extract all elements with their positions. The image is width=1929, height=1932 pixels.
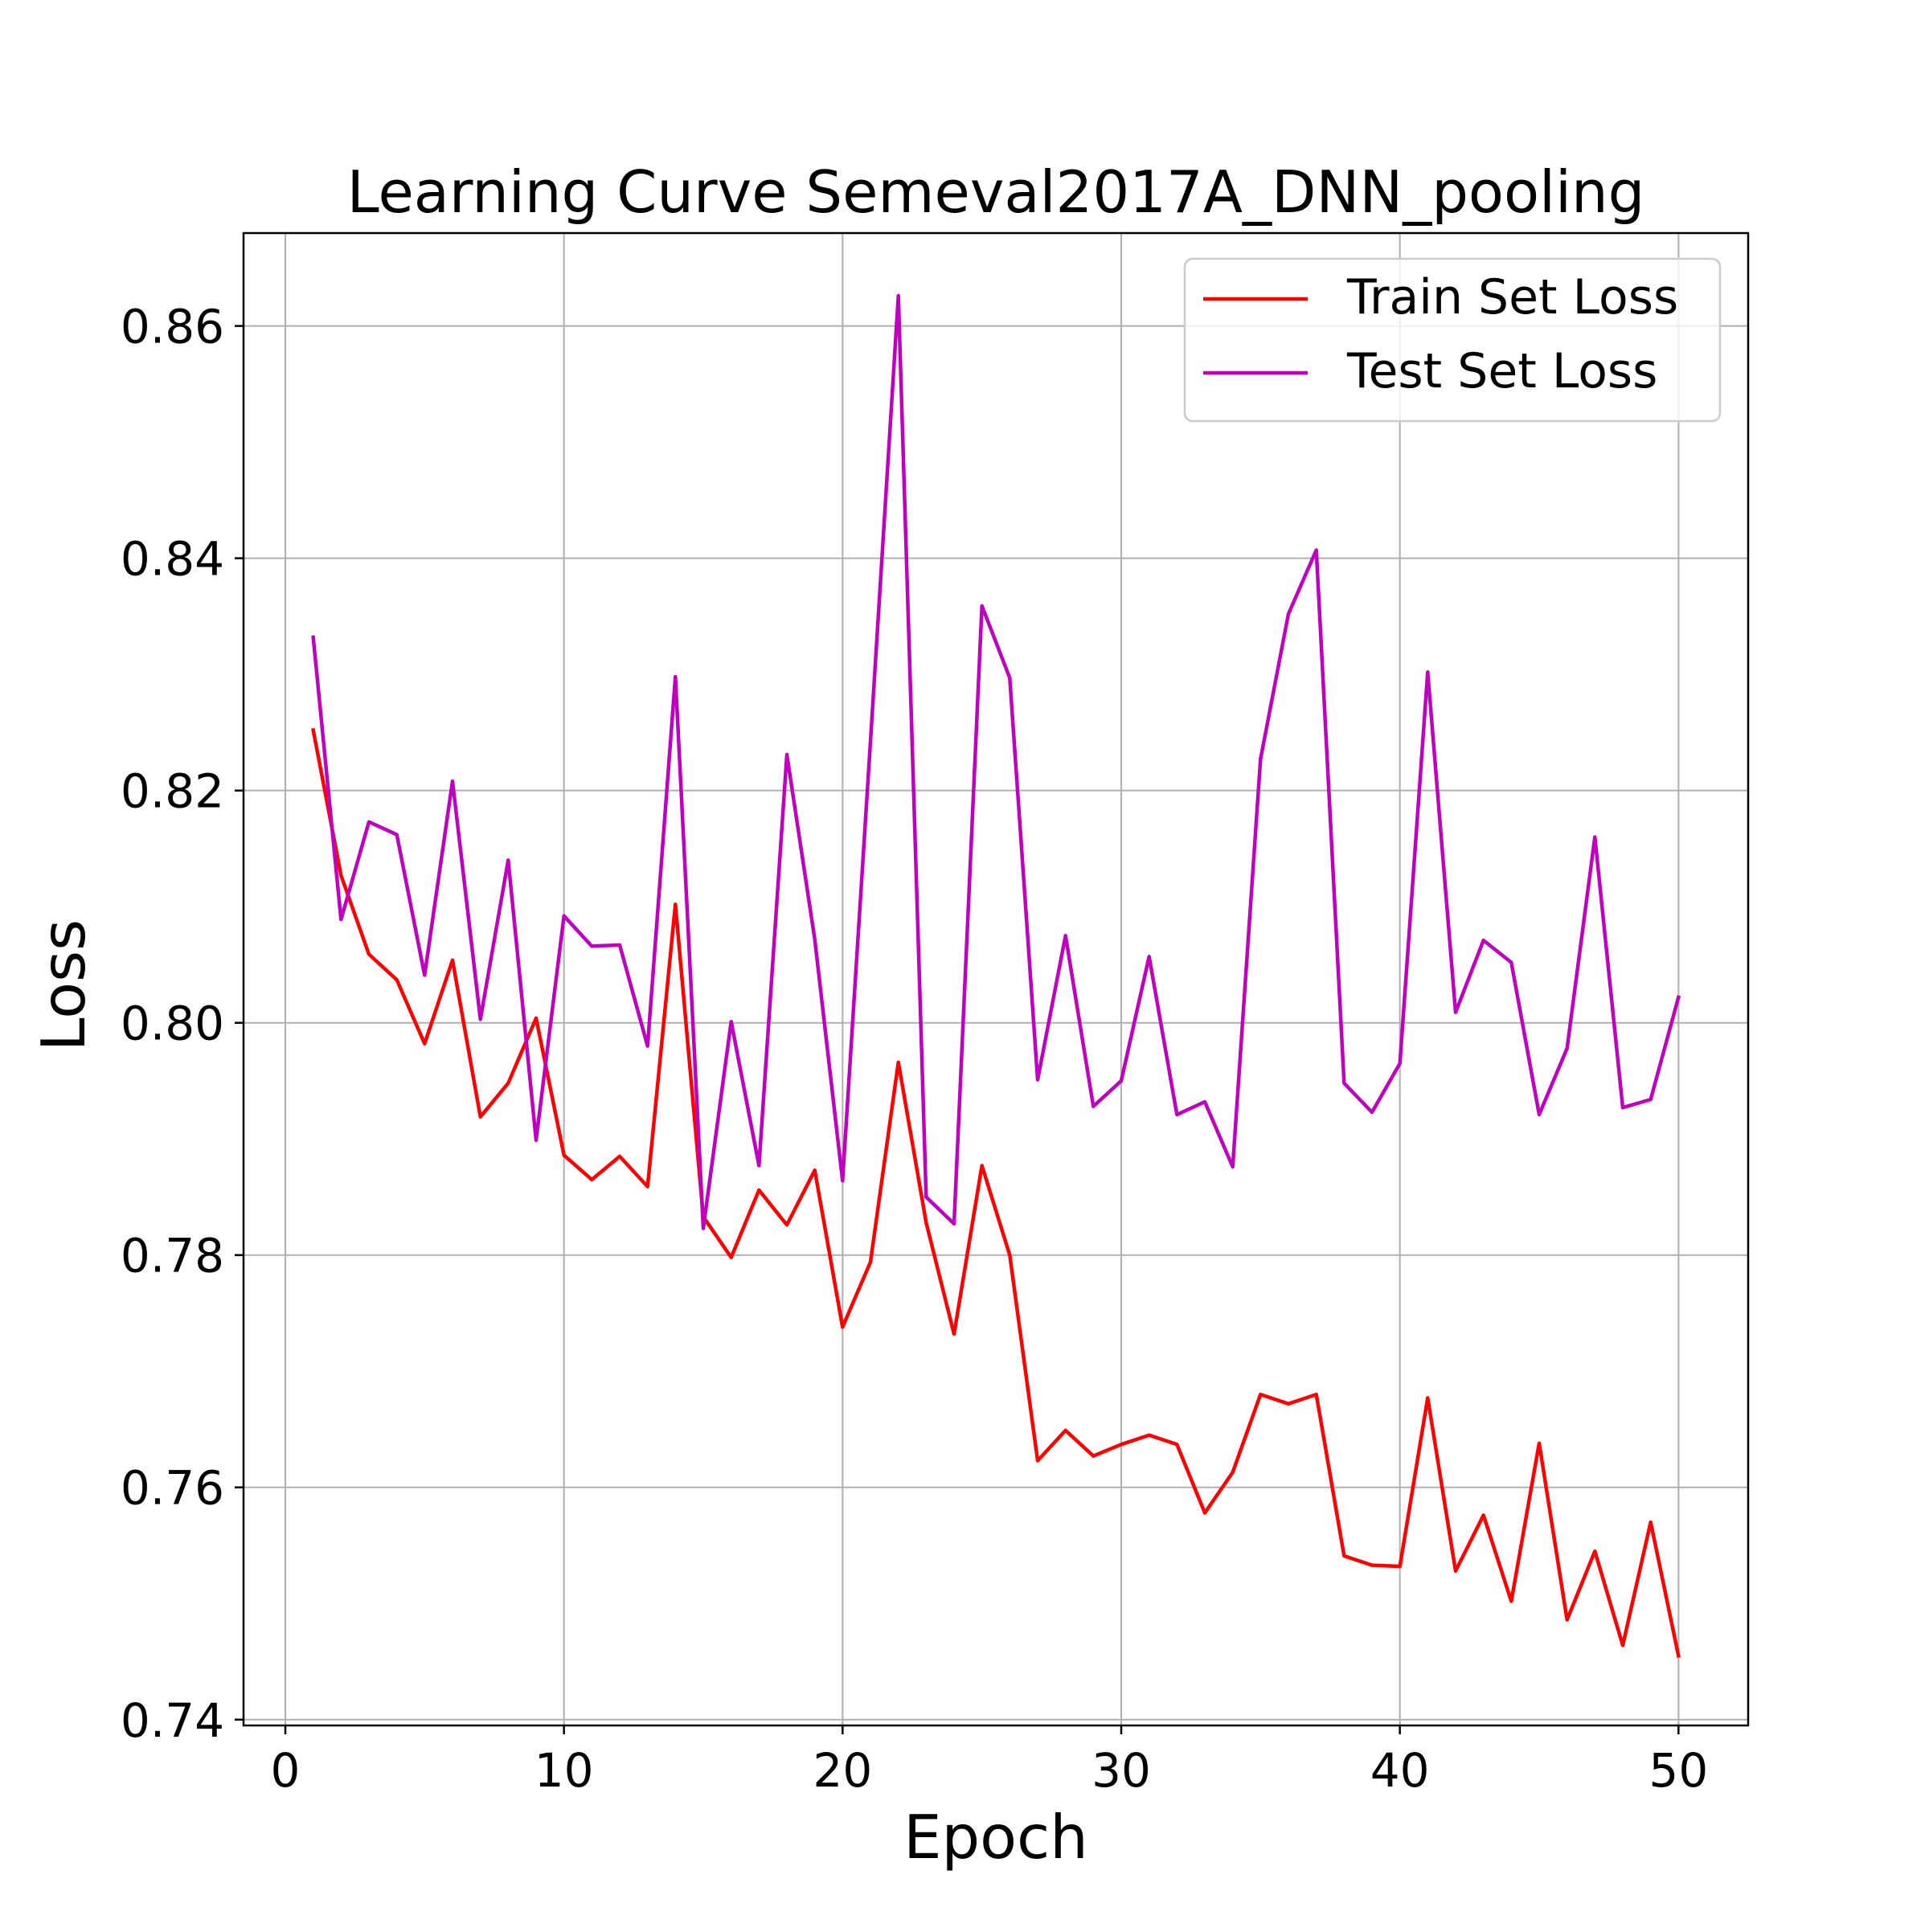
y-tick-label: 0.76 [121, 1461, 224, 1516]
x-tick-label: 0 [271, 1743, 301, 1798]
legend-label-train: Train Set Loss [1346, 269, 1678, 325]
y-tick-label: 0.84 [121, 532, 224, 587]
y-tick-label: 0.74 [121, 1693, 224, 1748]
chart-title: Learning Curve Semeval2017A_DNN_pooling [347, 158, 1645, 226]
x-tick-label: 40 [1370, 1743, 1430, 1798]
x-tick-label: 10 [534, 1743, 594, 1798]
plot-area-background [244, 233, 1748, 1725]
test-loss-line [311, 293, 1681, 1230]
y-axis-label: Loss [28, 919, 99, 1052]
x-tick-label: 20 [813, 1743, 872, 1798]
plot-area-frame [242, 231, 1750, 1727]
train-loss-line [311, 727, 1681, 1658]
y-tick-label: 0.78 [121, 1229, 224, 1283]
x-tick-label: 30 [1091, 1743, 1151, 1798]
x-axis-label: Epoch [903, 1802, 1088, 1873]
y-tick-label: 0.80 [121, 997, 224, 1051]
grid-lines [244, 233, 1748, 1725]
legend-label-test: Test Set Loss [1346, 343, 1657, 399]
axis-ticks: 0 10 20 30 40 50 0.74 0.76 0.78 0.80 0.82 0.84 0.86 [121, 300, 1708, 1798]
legend-frame [1183, 257, 1722, 423]
y-tick-label: 0.86 [121, 300, 224, 354]
y-tick-label: 0.82 [121, 764, 224, 819]
series-lines [311, 293, 1681, 1658]
legend: Train Set Loss Test Set Loss [1183, 257, 1722, 423]
x-tick-label: 50 [1648, 1743, 1708, 1798]
